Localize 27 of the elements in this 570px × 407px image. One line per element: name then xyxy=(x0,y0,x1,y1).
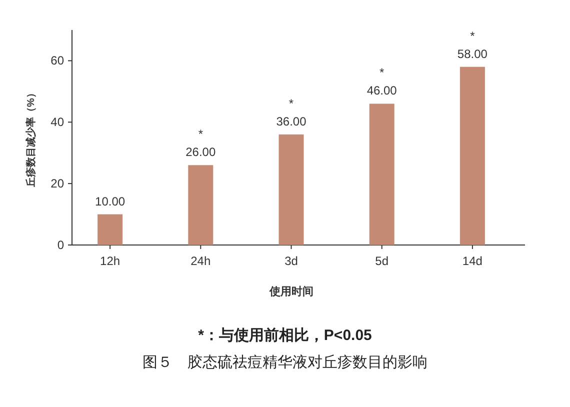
bar xyxy=(188,165,214,245)
text: *：与使用前相比，P<0.05 xyxy=(198,327,372,344)
y-tick-label: 0 xyxy=(57,238,64,252)
data-label: 46.00 xyxy=(366,84,398,98)
data-label: 26.00 xyxy=(186,145,216,160)
y-tick-label: 20 xyxy=(50,176,64,191)
y-axis-title: 丘疹数目减少率（%） xyxy=(25,88,37,188)
annotation: * xyxy=(198,127,204,142)
data-label: 58.00 xyxy=(457,46,488,61)
text: 图５ 胶态硫祛痘精华液对丘疹数目的影响 xyxy=(142,354,428,371)
x-tick-label: 5d xyxy=(375,254,389,268)
x-tick-label: 14d xyxy=(462,254,482,268)
bar xyxy=(460,66,485,245)
bar xyxy=(98,214,123,245)
x-tick-label: 12h xyxy=(100,254,120,268)
x-axis-title: 使用时间 xyxy=(268,285,314,298)
annotation: * xyxy=(380,66,385,80)
annotation: * xyxy=(288,96,294,110)
y-tick-label: 60 xyxy=(50,54,64,68)
annotation: * xyxy=(470,28,476,43)
bar xyxy=(369,104,394,245)
data-label: 36.00 xyxy=(276,114,307,128)
bar xyxy=(278,134,304,245)
x-tick-label: 24h xyxy=(190,254,211,268)
data-label: 10.00 xyxy=(95,194,126,208)
y-tick-label: 40 xyxy=(50,115,64,130)
x-tick-label: 3d xyxy=(284,254,298,268)
